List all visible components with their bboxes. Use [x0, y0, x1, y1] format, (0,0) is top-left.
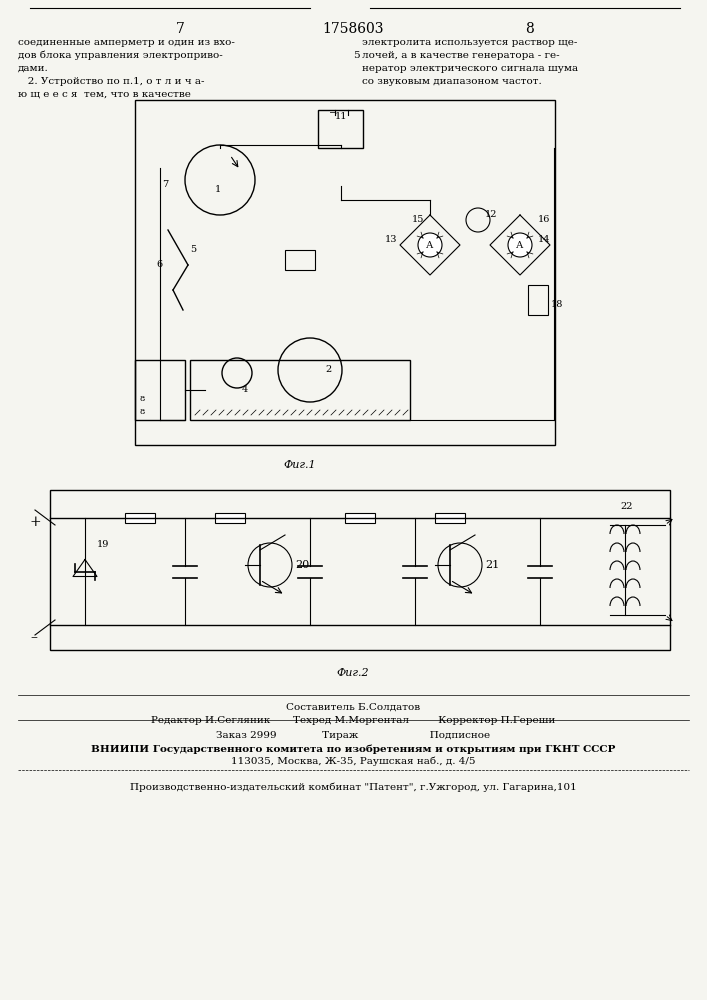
Text: 16: 16 — [538, 215, 550, 224]
Text: 8: 8 — [140, 408, 146, 416]
Bar — [135, 360, 185, 420]
Bar — [125, 513, 155, 523]
Text: А: А — [516, 240, 524, 249]
Bar — [50, 490, 670, 650]
Bar — [215, 513, 245, 523]
Text: соединенные амперметр и один из вхо-: соединенные амперметр и один из вхо- — [18, 38, 235, 47]
Text: дами.: дами. — [18, 64, 49, 73]
Text: 8: 8 — [140, 395, 146, 403]
Text: 8: 8 — [525, 22, 534, 36]
Bar — [345, 513, 375, 523]
Text: Составитель Б.Солдатов: Составитель Б.Солдатов — [286, 703, 420, 712]
Text: Фиг.2: Фиг.2 — [337, 668, 369, 678]
Text: 5: 5 — [353, 51, 360, 60]
Bar — [285, 250, 315, 270]
Text: 15: 15 — [412, 215, 424, 224]
Text: 7: 7 — [162, 180, 168, 189]
Bar — [135, 100, 555, 445]
Text: 11: 11 — [334, 112, 347, 121]
Text: А: А — [426, 240, 433, 249]
Bar — [528, 285, 548, 315]
Text: 14: 14 — [538, 235, 551, 244]
Text: +: + — [30, 515, 42, 529]
Text: 20: 20 — [295, 560, 309, 570]
Text: Производственно-издательский комбинат "Патент", г.Ужгород, ул. Гагарина,101: Производственно-издательский комбинат "П… — [129, 782, 576, 792]
Text: 18: 18 — [551, 300, 563, 309]
Text: 1: 1 — [215, 185, 221, 194]
Text: 1758603: 1758603 — [322, 22, 384, 36]
Bar — [190, 360, 410, 420]
Text: 22: 22 — [620, 502, 633, 511]
Text: Заказ 2999              Тираж                      Подписное: Заказ 2999 Тираж Подписное — [216, 731, 490, 740]
Text: нератор электрического сигнала шума: нератор электрического сигнала шума — [362, 64, 578, 73]
Text: 113035, Москва, Ж-35, Раушская наб., д. 4/5: 113035, Москва, Ж-35, Раушская наб., д. … — [230, 757, 475, 766]
Bar — [318, 110, 363, 148]
Text: 12: 12 — [485, 210, 498, 219]
Text: 21: 21 — [485, 560, 499, 570]
Bar — [435, 513, 465, 523]
Text: 7: 7 — [175, 22, 185, 36]
Text: 2: 2 — [325, 365, 332, 374]
Text: дов блока управления электроприво-: дов блока управления электроприво- — [18, 51, 223, 60]
Text: электролита используется раствор ще-: электролита используется раствор ще- — [362, 38, 578, 47]
Text: Фиг.1: Фиг.1 — [284, 460, 316, 470]
Text: 4: 4 — [242, 385, 248, 394]
Text: ю щ е е с я  тем, что в качестве: ю щ е е с я тем, что в качестве — [18, 90, 191, 99]
Text: со звуковым диапазоном частот.: со звуковым диапазоном частот. — [362, 77, 542, 86]
Text: =: = — [329, 108, 337, 117]
Text: –: – — [30, 630, 37, 644]
Circle shape — [418, 233, 442, 257]
Text: 5: 5 — [190, 245, 196, 254]
Text: 2. Устройство по п.1, о т л и ч а-: 2. Устройство по п.1, о т л и ч а- — [18, 77, 204, 86]
Text: 19: 19 — [97, 540, 110, 549]
Text: ВНИИПИ Государственного комитета по изобретениям и открытиям при ГКНТ СССР: ВНИИПИ Государственного комитета по изоб… — [90, 744, 615, 754]
Text: Редактор И.Сегляник       Техред М.Моргентал         Корректор П.Гереши: Редактор И.Сегляник Техред М.Моргентал К… — [151, 716, 555, 725]
Text: лочей, а в качестве генератора - ге-: лочей, а в качестве генератора - ге- — [362, 51, 560, 60]
Text: 13: 13 — [385, 235, 397, 244]
Text: 6: 6 — [156, 260, 162, 269]
Circle shape — [508, 233, 532, 257]
